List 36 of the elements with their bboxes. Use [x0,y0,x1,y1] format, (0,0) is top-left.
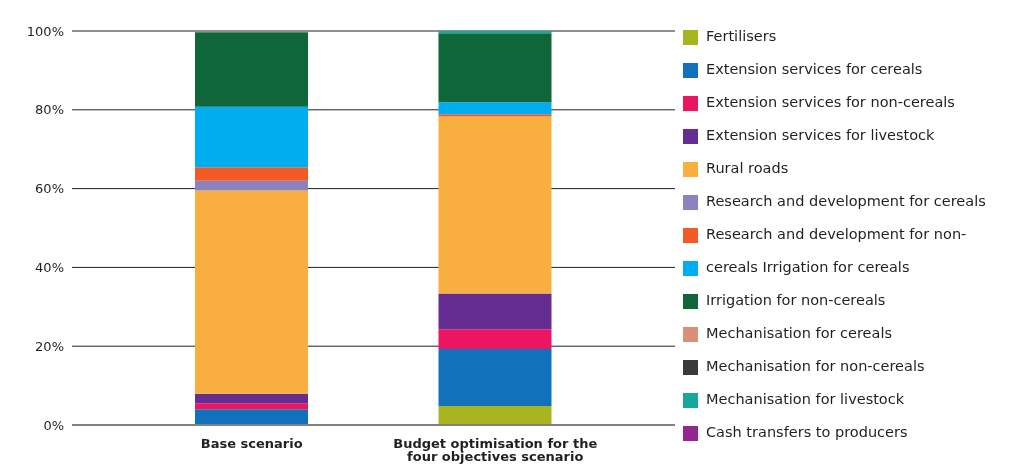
bar [195,32,308,107]
legend-label: Rural roads [706,160,789,176]
bar [438,406,552,425]
bar [195,403,308,410]
bar [438,33,552,103]
legend-label: Mechanisation for non-cereals [706,358,925,374]
bar [195,190,308,394]
legend-label: Research and development for cereals [706,193,986,209]
y-tick-label: 0% [43,417,64,433]
bar [438,116,552,294]
y-tick-label: 80% [35,102,64,118]
bar [195,393,308,404]
legend-label: Research and development for non- [706,226,967,242]
legend-label: Mechanisation for livestock [706,391,905,407]
x-tick-label: Budget optimisation for the four objectives scenario [393,436,598,465]
bar [195,409,308,425]
bar [438,102,552,115]
y-tick-label: 60% [35,181,64,197]
bar [195,167,308,181]
legend-label: Cash transfers to producers [706,424,908,440]
legend-label: Fertilisers [706,28,777,44]
legend-label: Irrigation for non-cereals [706,292,886,308]
y-tick-label: 20% [35,338,64,354]
legend-label: cereals Irrigation for cereals [706,259,910,275]
x-tick-label: Base scenario [200,436,303,452]
bar [195,106,308,168]
y-tick-label: 40% [35,260,64,276]
y-tick-label: 100% [26,23,64,39]
bar [438,348,552,407]
legend-label: Extension services for cereals [706,61,923,77]
legend-label: Extension services for non-cereals [706,94,955,110]
bar [438,329,552,349]
bar [195,180,308,191]
legend-label: Mechanisation for cereals [706,325,892,341]
legend-label: Extension services for livestock [706,127,935,143]
bar [438,293,552,330]
